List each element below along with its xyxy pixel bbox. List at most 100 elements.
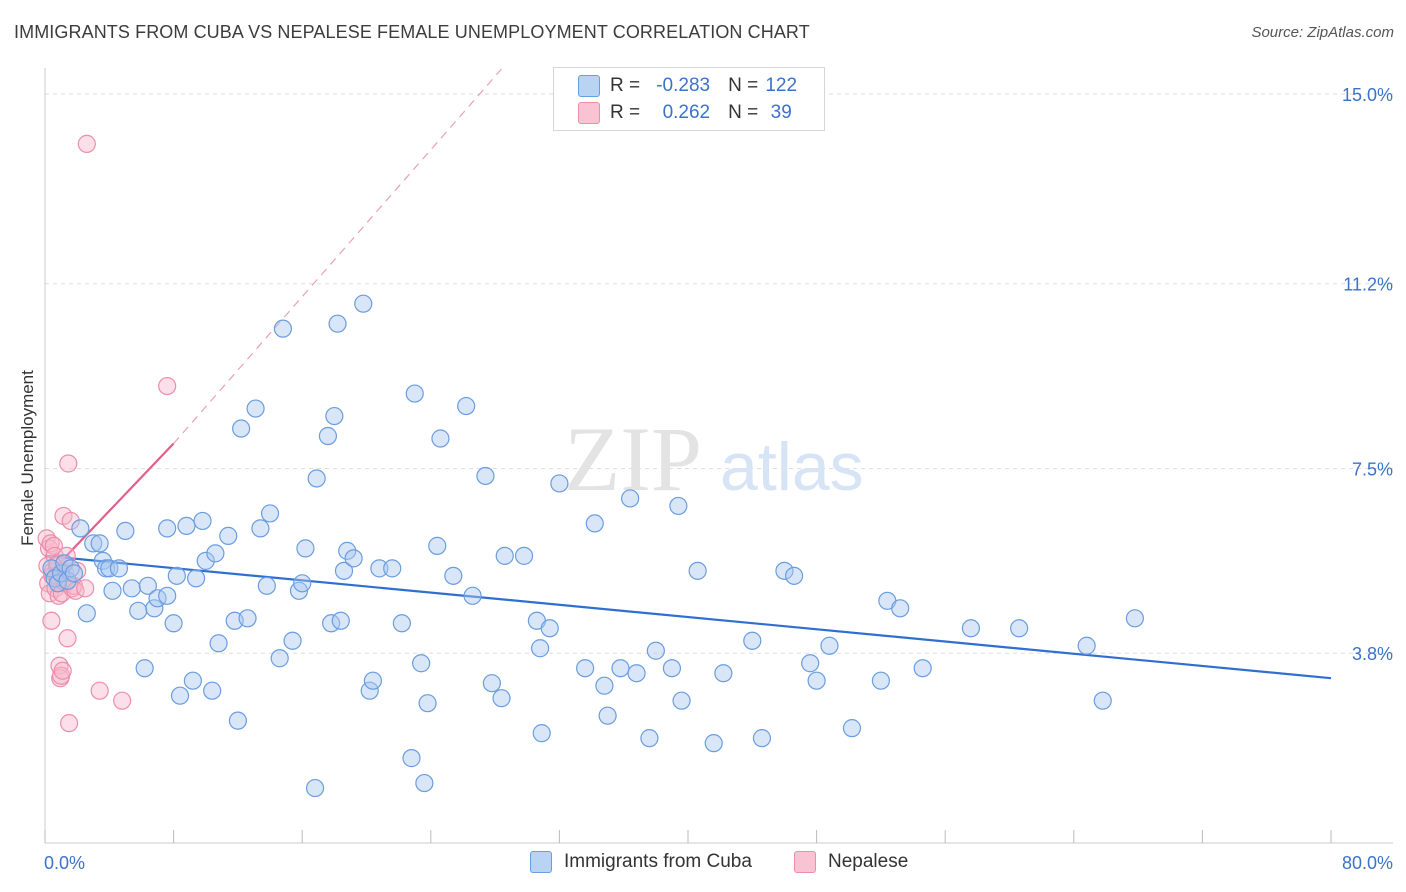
cuba-point	[136, 660, 153, 677]
bottom-legend-swatch-cuba	[530, 851, 552, 873]
cuba-point	[384, 560, 401, 577]
cuba-point	[532, 640, 549, 657]
gridlines	[45, 94, 1393, 653]
cuba-point	[872, 672, 889, 689]
cuba-point	[596, 677, 613, 694]
cuba-point	[207, 545, 224, 562]
correlation-legend: R = -0.283 N = 122 R = 0.262 N = 39	[553, 67, 825, 131]
legend-row-nepal: R = 0.262 N = 39	[578, 100, 804, 126]
cuba-point	[419, 695, 436, 712]
cuba-point	[91, 535, 108, 552]
bottom-legend-swatch-nepal	[794, 851, 816, 873]
cuba-point	[914, 660, 931, 677]
nepal-point	[61, 715, 78, 732]
cuba-point	[808, 672, 825, 689]
cuba-point	[252, 520, 269, 537]
legend-row-cuba: R = -0.283 N = 122	[578, 73, 804, 99]
cuba-point	[204, 682, 221, 699]
x-tick-label-max: 80.0%	[1342, 853, 1393, 873]
cuba-point	[1094, 692, 1111, 709]
nepal-trend-extension	[174, 69, 502, 444]
nepal-point	[78, 135, 95, 152]
watermark-atlas: atlas	[720, 429, 864, 505]
cuba-point	[786, 567, 803, 584]
cuba-point	[364, 672, 381, 689]
tick-labels: 3.8% 7.5% 11.2% 15.0% 0.0% 80.0%	[44, 85, 1393, 873]
cuba-point	[689, 562, 706, 579]
cuba-point	[178, 517, 195, 534]
cuba-point	[123, 580, 140, 597]
cuba-point	[821, 637, 838, 654]
cuba-point	[892, 600, 909, 617]
nepal-point	[59, 630, 76, 647]
nepal-point	[77, 580, 94, 597]
legend-r-label: R =	[610, 102, 640, 124]
nepal-point	[159, 378, 176, 395]
trend-lines	[45, 69, 1331, 678]
nepal-point	[91, 682, 108, 699]
legend-r-value-cuba: -0.283	[640, 75, 710, 97]
cuba-point	[445, 567, 462, 584]
nepal-point	[60, 455, 77, 472]
cuba-point	[184, 672, 201, 689]
cuba-point	[117, 522, 134, 539]
cuba-point	[319, 428, 336, 445]
cuba-point	[271, 650, 288, 667]
cuba-point	[110, 560, 127, 577]
cuba-point	[493, 690, 510, 707]
cuba-point	[1126, 610, 1143, 627]
cuba-point	[308, 470, 325, 487]
cuba-point	[599, 707, 616, 724]
cuba-point	[753, 730, 770, 747]
cuba-point	[307, 780, 324, 797]
cuba-point	[326, 408, 343, 425]
cuba-point	[577, 660, 594, 677]
cuba-point	[210, 635, 227, 652]
cuba-point	[705, 735, 722, 752]
cuba-point	[239, 610, 256, 627]
cuba-point	[612, 660, 629, 677]
cuba-point	[744, 632, 761, 649]
legend-n-value-cuba: 122	[758, 75, 804, 97]
cuba-point	[464, 587, 481, 604]
cuba-point	[843, 720, 860, 737]
cuba-point	[496, 547, 513, 564]
cuba-point	[416, 775, 433, 792]
cuba-point	[233, 420, 250, 437]
cuba-point	[168, 567, 185, 584]
nepal-point	[54, 662, 71, 679]
cuba-point	[345, 550, 362, 567]
cuba-point	[647, 642, 664, 659]
y-tick-label: 15.0%	[1342, 85, 1393, 105]
cuba-point	[715, 665, 732, 682]
cuba-point	[130, 602, 147, 619]
axes	[45, 68, 1393, 843]
cuba-point	[172, 687, 189, 704]
cuba-point	[262, 505, 279, 522]
cuba-point	[258, 577, 275, 594]
cuba-point	[165, 615, 182, 632]
cuba-point	[284, 632, 301, 649]
nepal-point	[43, 612, 60, 629]
cuba-point	[194, 512, 211, 529]
cuba-point	[188, 570, 205, 587]
cuba-point	[1078, 637, 1095, 654]
bottom-legend-nepal: Nepalese	[794, 851, 908, 873]
cuba-point	[477, 467, 494, 484]
legend-swatch-cuba	[578, 75, 600, 97]
scatter-plot: ZIP atlas 3.8%7.5%11.2%15.0%0.0% 80.0%	[0, 0, 1406, 892]
nepal-point	[114, 692, 131, 709]
y-tick-label: 3.8%	[1352, 644, 1393, 664]
cuba-point	[622, 490, 639, 507]
y-tick-label: 7.5%	[1352, 459, 1393, 479]
cuba-point	[670, 497, 687, 514]
cuba-point	[413, 655, 430, 672]
cuba-point	[78, 605, 95, 622]
cuba-point	[1011, 620, 1028, 637]
cuba-point	[641, 730, 658, 747]
cuba-point	[159, 520, 176, 537]
cuba-point	[516, 547, 533, 564]
cuba-point	[393, 615, 410, 632]
cuba-point	[663, 660, 680, 677]
cuba-point	[247, 400, 264, 417]
